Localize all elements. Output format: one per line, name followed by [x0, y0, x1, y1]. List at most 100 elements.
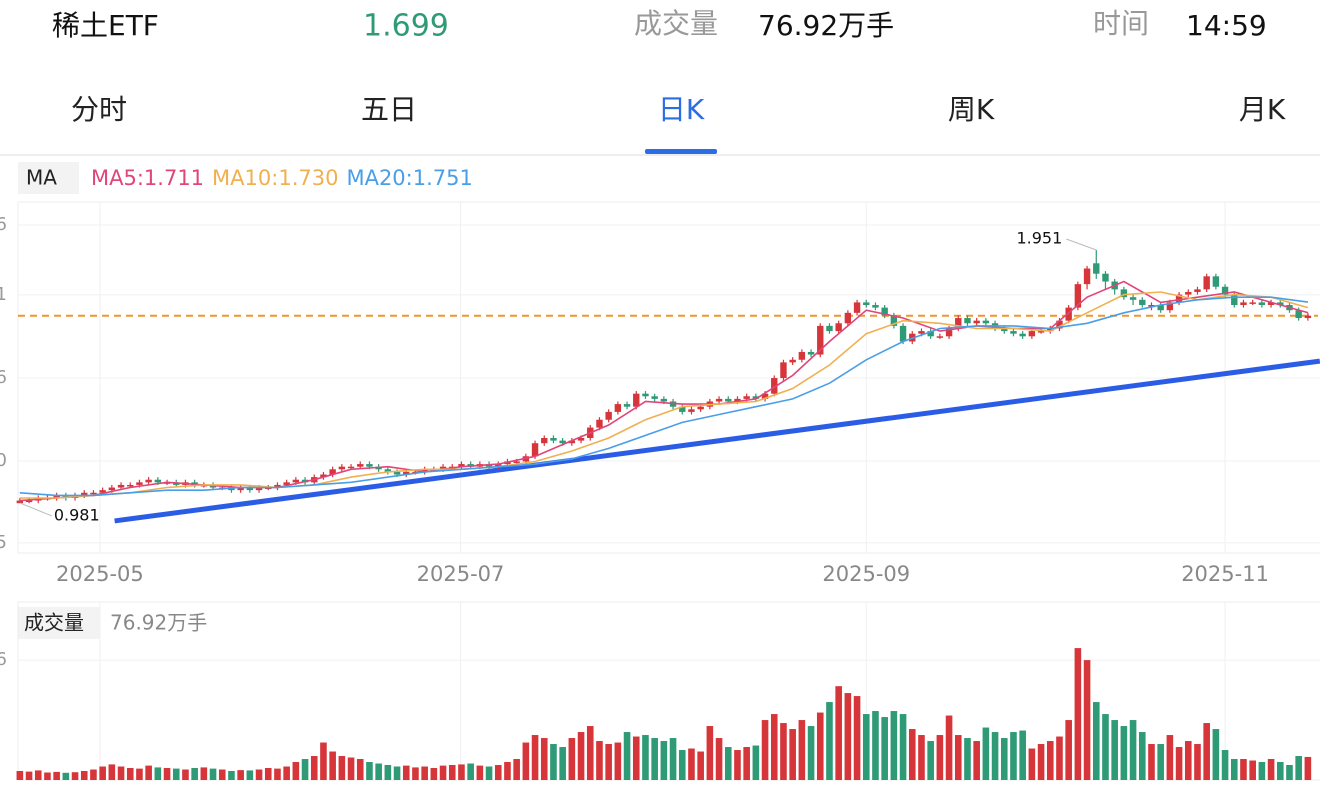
ma-line [19, 291, 1309, 499]
candle-body [1166, 302, 1174, 311]
volume-bar [1120, 726, 1128, 780]
volume-bar [476, 765, 484, 780]
volume-bar [973, 741, 980, 780]
volume-bar [531, 735, 539, 780]
volume-bar [623, 732, 631, 780]
candle-body [1221, 286, 1229, 295]
candle-body [743, 396, 750, 399]
tab[interactable]: 日K [658, 93, 705, 126]
candle-body [495, 464, 502, 467]
ma-box [18, 162, 79, 194]
candle-body [127, 484, 134, 487]
candle-body [1010, 331, 1017, 334]
volume-bar [945, 715, 953, 780]
volume-bar [770, 714, 778, 780]
volume-bar [430, 768, 438, 780]
volume-bar [1249, 760, 1256, 780]
volume-bar [881, 717, 888, 780]
legend-entry: MA5:1.711 [91, 166, 204, 190]
volume-bar [126, 768, 134, 780]
volume-bar [853, 696, 861, 780]
volume-bar [550, 744, 557, 780]
volume-bar [338, 756, 346, 780]
volume-bar [1019, 730, 1026, 780]
candle-body [338, 466, 346, 470]
volume-bar [145, 765, 152, 780]
volume-bar [715, 738, 723, 780]
volume-bar [108, 764, 116, 780]
volume-bar [412, 767, 419, 780]
annotation-leader [1066, 238, 1097, 251]
candle-body [1102, 273, 1109, 282]
volume-bar [1258, 762, 1266, 780]
candle-body [761, 393, 769, 399]
volume-bar [200, 767, 208, 780]
x-tick-label: 2025-05 [56, 562, 144, 586]
candle-body [752, 396, 760, 399]
tab-underline [645, 149, 717, 154]
volume-bar [90, 769, 97, 780]
volume-label: 成交量 [634, 7, 718, 40]
candle-body [1203, 276, 1210, 290]
candle-body [403, 471, 410, 475]
fund-name: 稀土ETF [52, 9, 159, 42]
candle-body [725, 398, 732, 402]
candle-body [1212, 276, 1220, 287]
volume-bar [596, 741, 603, 780]
volume-bar [1138, 732, 1146, 780]
x-tick-label: 2025-11 [1181, 562, 1269, 586]
volume-bar [642, 735, 649, 780]
tab[interactable]: 分时 [71, 93, 127, 126]
annotation: 0.981 [54, 505, 100, 524]
candle-body [1175, 294, 1183, 303]
volume-bar [1175, 747, 1183, 780]
candle-body [1083, 268, 1091, 285]
volume-bar [1148, 744, 1155, 780]
volume-bar [568, 738, 576, 780]
candle-body [1185, 291, 1192, 295]
tab[interactable]: 月K [1239, 93, 1286, 126]
volume-bar [1166, 735, 1174, 780]
ma-line [19, 280, 1309, 502]
candle-body [1148, 305, 1155, 307]
y-tick-label: 5 [0, 532, 7, 553]
candle-body [642, 393, 649, 397]
volume-bar [982, 727, 990, 780]
candle-body [853, 302, 861, 313]
candle-body [1129, 297, 1137, 300]
volume-bar [237, 770, 244, 780]
volume-bar [1129, 720, 1137, 780]
volume-bar [632, 736, 640, 780]
volume-bar [954, 735, 962, 780]
candle-body [798, 351, 806, 360]
volume-bar [1083, 660, 1091, 780]
volume-bar [1065, 720, 1072, 780]
candle-body [927, 331, 934, 337]
candle-body [283, 482, 290, 485]
volume-bar [228, 771, 235, 780]
x-tick-label: 2025-07 [417, 562, 505, 586]
volume-bar [218, 769, 226, 780]
volume-bar [264, 768, 272, 780]
volume-bar [1240, 759, 1247, 780]
candle-body [1295, 310, 1302, 319]
candle-body [99, 490, 106, 493]
tab[interactable]: 周K [948, 93, 995, 126]
time: 14:59 [1186, 9, 1267, 42]
candle-body [789, 359, 796, 363]
candle-body [964, 318, 971, 324]
volume-bar [577, 732, 585, 780]
volume-bar [154, 767, 162, 780]
candle-body [899, 325, 907, 342]
vol-value: 76.92万手 [110, 611, 207, 635]
tab[interactable]: 五日 [361, 93, 417, 126]
annotation-leader [19, 502, 53, 517]
candle-body [1028, 331, 1036, 337]
volume-bar [62, 772, 70, 780]
volume-bar [1286, 765, 1293, 780]
volume-bar [44, 772, 51, 780]
volume-bar [918, 735, 925, 780]
volume-bar [356, 759, 364, 780]
candle-body [982, 320, 990, 324]
volume-bar [1184, 741, 1192, 780]
